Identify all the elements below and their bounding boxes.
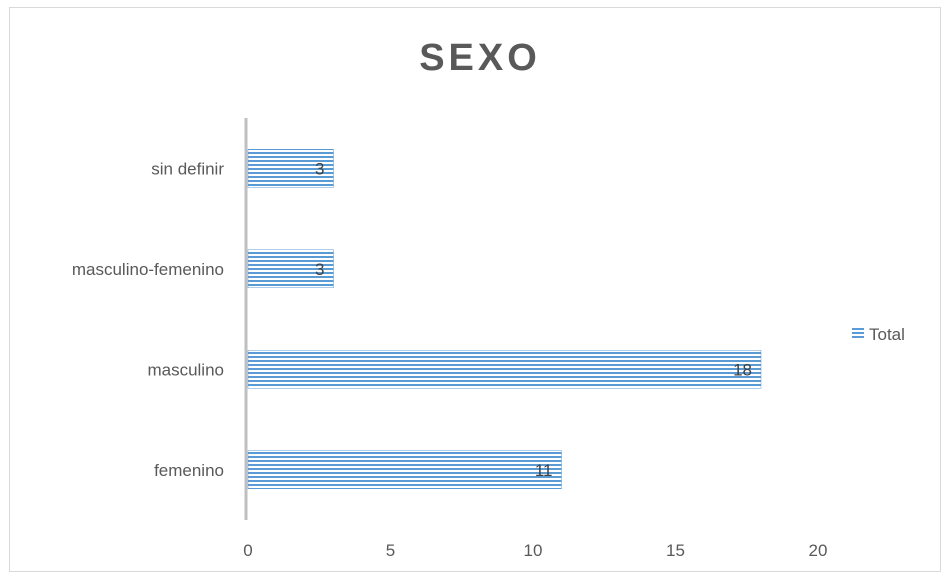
legend: Total — [852, 325, 905, 344]
category-label: femenino — [154, 461, 224, 480]
bar-femenino — [247, 450, 562, 489]
data-label: 11 — [535, 461, 553, 480]
category-label: sin definir — [151, 159, 224, 178]
data-label: 3 — [315, 159, 324, 178]
bar-sin-definir — [247, 149, 334, 188]
x-tick-label: 0 — [243, 541, 252, 560]
category-label: masculino-femenino — [72, 260, 224, 279]
x-tick-label: 20 — [809, 541, 828, 560]
x-tick-label: 10 — [524, 541, 543, 560]
bar-masculino — [247, 350, 762, 389]
x-tick-label: 15 — [666, 541, 685, 560]
x-axis-ticks: 0 5 10 15 20 — [243, 541, 827, 560]
legend-label: Total — [869, 325, 905, 344]
data-label: 18 — [733, 360, 752, 379]
x-tick-label: 5 — [386, 541, 395, 560]
data-label: 3 — [315, 260, 324, 279]
legend-swatch — [852, 328, 864, 340]
bars-layer: 11 18 3 3 — [247, 149, 762, 489]
category-label: masculino — [147, 360, 224, 379]
chart-title: SEXO — [419, 37, 541, 79]
bar-masculino-femenino — [247, 249, 334, 288]
category-labels: femenino masculino masculino-femenino sin d… — [72, 159, 224, 480]
